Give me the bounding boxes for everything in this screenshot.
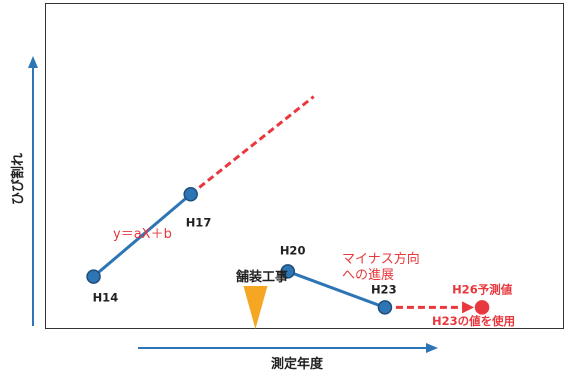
x-axis-arrow-head [426,343,438,353]
seg-h20-h23 [287,270,386,309]
point-label-h20: H20 [280,243,306,257]
point-label-h26: H26予測値 [452,282,513,296]
seg-h14-h17 [92,193,192,278]
paving-work-label: 舗装工事 [235,269,288,285]
point-labels: H14 H17 H20 H23 H26予測値 [93,215,513,304]
data-point-h26 [474,300,490,315]
data-point-h14 [86,269,101,284]
use-h23-value-label: H23の値を使用 [432,314,515,328]
x-axis-label: 測定年度 [271,356,324,372]
x-axis-arrow [138,343,438,353]
y-axis-arrow [28,56,38,326]
minus-direction-line1: マイナス方向 [342,251,420,267]
plot-frame [45,3,564,329]
y-axis-label: ひび割れ [10,153,26,205]
series-segments [92,95,475,314]
data-point-h20 [280,264,296,279]
paving-work-marker [243,286,268,329]
seg-h17-extrapolation [189,95,315,196]
point-label-h14: H14 [93,291,119,305]
y-axis-arrow-head [28,56,38,68]
point-label-h23: H23 [371,282,397,296]
minus-direction-line2: への進展 [342,268,394,283]
seg-h23-h26-arrowhead [462,301,475,314]
point-label-h17: H17 [186,215,212,229]
series-markers [86,187,490,315]
data-point-h17 [183,187,198,202]
formula-annotation: y＝aX＋b [113,227,172,242]
data-point-h23 [377,300,393,315]
